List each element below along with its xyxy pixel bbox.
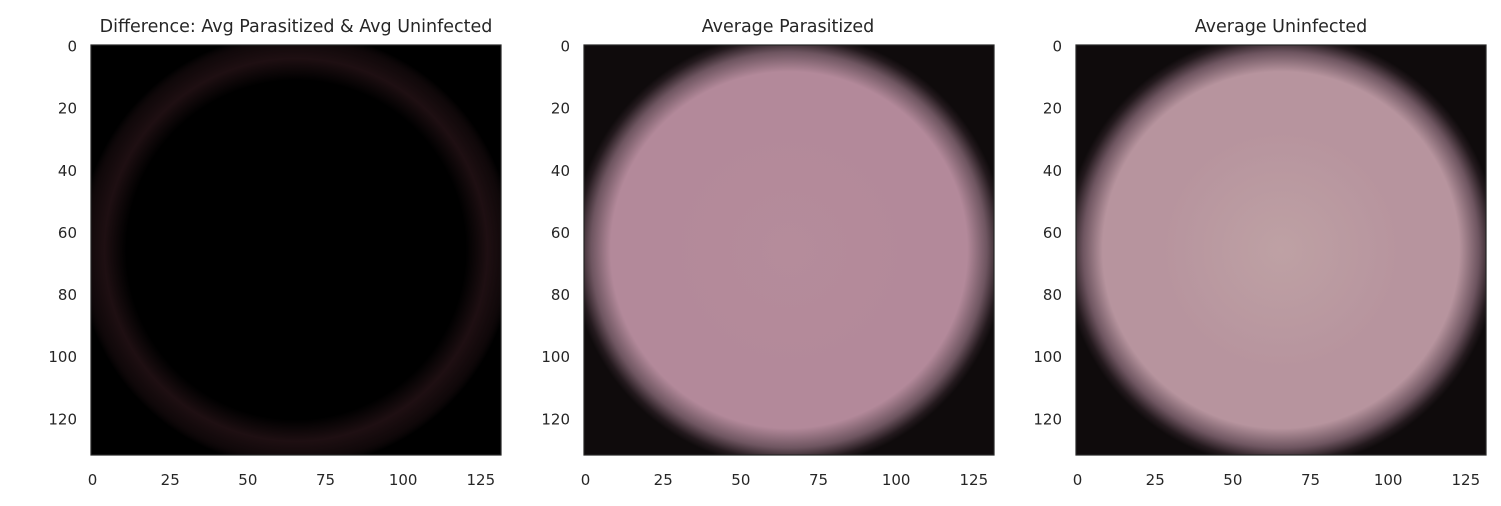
y-tick-label: 80 (1043, 286, 1062, 304)
y-tick-label: 40 (58, 162, 77, 180)
panel-1: Difference: Avg Parasitized & Avg Uninfe… (48, 17, 502, 489)
panel-title: Average Parasitized (702, 17, 875, 37)
cell-image (584, 45, 994, 455)
panel-2: Average Parasitized 0 25 50 75 100 125 0 20 40 60 8… (541, 17, 995, 489)
panel-title: Average Uninfected (1195, 17, 1368, 37)
x-tick-label: 0 (581, 471, 591, 489)
y-tick-label: 120 (541, 410, 570, 428)
x-tick-label: 50 (731, 471, 750, 489)
y-tick-label: 120 (1033, 410, 1062, 428)
y-tick-label: 120 (48, 410, 77, 428)
y-tick-label: 20 (1043, 100, 1062, 118)
x-tick-label: 25 (1146, 471, 1165, 489)
x-tick-label: 25 (654, 471, 673, 489)
y-tick-label: 100 (1033, 348, 1062, 366)
y-tick-label: 20 (58, 100, 77, 118)
y-tick-label: 60 (1043, 224, 1062, 242)
axes-frame (90, 44, 502, 456)
x-tick-label: 100 (1374, 471, 1403, 489)
panel-3: Average Uninfected 0 25 50 75 100 125 0 20 40 60 80… (1033, 17, 1487, 489)
x-tick-label: 0 (1073, 471, 1083, 489)
x-tick-label: 25 (161, 471, 180, 489)
x-tick-label: 125 (959, 471, 988, 489)
x-tick-label: 100 (882, 471, 911, 489)
y-tick-label: 80 (58, 286, 77, 304)
y-tick-label: 40 (1043, 162, 1062, 180)
panel-title: Difference: Avg Parasitized & Avg Uninfe… (100, 17, 493, 37)
y-tick-label: 20 (551, 100, 570, 118)
y-tick-label: 0 (1052, 38, 1062, 56)
y-tick-label: 60 (551, 224, 570, 242)
y-tick-label: 80 (551, 286, 570, 304)
y-tick-label: 0 (67, 38, 77, 56)
y-tick-label: 0 (560, 38, 570, 56)
cell-image (1076, 45, 1486, 455)
x-tick-label: 125 (466, 471, 495, 489)
x-tick-label: 50 (1223, 471, 1242, 489)
cell-image (91, 45, 501, 455)
x-tick-label: 75 (1301, 471, 1320, 489)
y-tick-label: 40 (551, 162, 570, 180)
x-tick-label: 0 (88, 471, 98, 489)
x-tick-label: 75 (809, 471, 828, 489)
y-tick-label: 60 (58, 224, 77, 242)
x-tick-label: 125 (1451, 471, 1480, 489)
x-tick-label: 100 (389, 471, 418, 489)
y-tick-label: 100 (48, 348, 77, 366)
axes-frame (1075, 44, 1487, 456)
y-tick-label: 100 (541, 348, 570, 366)
axes-frame (583, 44, 995, 456)
x-tick-label: 75 (316, 471, 335, 489)
x-tick-label: 50 (238, 471, 257, 489)
